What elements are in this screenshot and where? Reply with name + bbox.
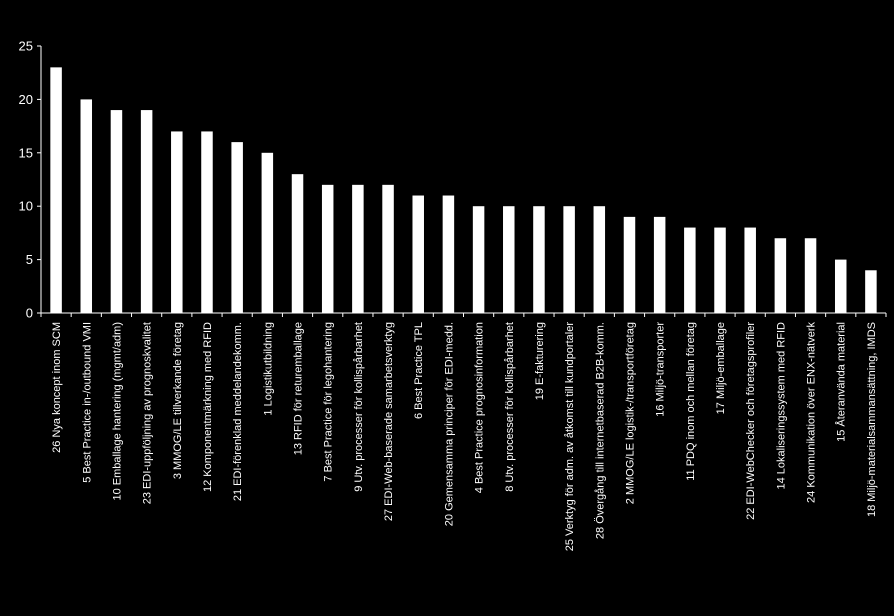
axes	[40, 46, 887, 317]
x-category-label: 19 E-fakturering	[534, 322, 546, 400]
bar	[201, 131, 213, 313]
x-category-label: 6 Best Practice TPL	[413, 322, 425, 419]
bar	[804, 238, 817, 313]
bar	[291, 174, 304, 313]
bar	[472, 206, 485, 313]
x-category-label: 23 EDI-uppföljning av prognoskvalitet	[142, 322, 154, 504]
x-category-label: 22 EDI-WebChecker och företagsprofiler	[745, 322, 757, 520]
bar	[834, 259, 847, 313]
x-category-label: 4 Best Practice prognosinformation	[474, 322, 486, 493]
bar	[321, 184, 334, 313]
x-category-label: 25 Verktyg för adm. av åtkomst till kund…	[564, 322, 576, 552]
x-category-label: 13 RFID för returemballage	[293, 322, 305, 455]
x-category-label: 18 Miljö-materialsammansättning, IMDS	[866, 322, 878, 517]
bar	[442, 195, 455, 313]
bar	[231, 142, 243, 313]
bar	[412, 195, 424, 313]
y-tick-label: 5	[26, 252, 33, 267]
bar	[774, 238, 787, 313]
bar	[684, 227, 696, 313]
bar	[50, 67, 62, 313]
y-tick-label: 25	[19, 39, 33, 54]
x-category-label: 8 Utv. processer för kollispårbarhet	[504, 322, 516, 492]
x-category-label: 27 EDI-Web-baserade samarbetsverktyg	[383, 322, 395, 521]
y-tick-label: 0	[26, 306, 33, 321]
x-category-label: 16 Miljö-transporter	[655, 322, 667, 417]
x-category-label: 1 Logistikutbildning	[262, 322, 274, 416]
x-category-label: 7 Best Practice för legohantering	[323, 322, 335, 482]
x-category-label: 20 Gemensamma principer för EDI-medd.	[443, 322, 455, 526]
bar	[352, 184, 364, 313]
x-category-label: 3 MMOG/LE tillverkande företag	[172, 322, 184, 479]
y-tick-label: 15	[19, 145, 33, 160]
bar	[714, 227, 726, 313]
x-category-label: 24 Kommunikation över ENX-nätverk	[806, 322, 818, 503]
x-category-label: 2 MMOG/LE logistik-/transportföretag	[624, 322, 636, 504]
x-axis-labels: 26 Nya koncept inom SCM 5 Best Practice i…	[51, 322, 878, 552]
bar	[563, 206, 575, 313]
x-category-label: 15 Återanvända material	[835, 322, 848, 442]
x-category-label: 26 Nya koncept inom SCM	[51, 322, 63, 453]
y-axis: 0 5 10 15 20 25	[19, 39, 41, 321]
y-tick-label: 20	[19, 92, 33, 107]
x-category-label: 11 PDQ inom och mellan företag	[685, 322, 697, 481]
bar	[533, 206, 545, 313]
bar	[140, 110, 153, 313]
bar	[744, 227, 756, 313]
x-category-label: 10 Emballage hantering (mgmt/adm)	[111, 322, 123, 501]
bar	[503, 206, 515, 313]
bar	[653, 216, 666, 313]
bars	[50, 67, 877, 314]
bar	[593, 206, 606, 313]
bar	[382, 184, 394, 313]
bar	[110, 110, 123, 313]
x-category-label: 28 Övergång till internetbaserad B2B-kom…	[594, 322, 606, 539]
bar	[80, 99, 93, 314]
bar	[865, 270, 877, 313]
x-category-label: 9 Utv. processer för kollispårbarhet	[353, 322, 365, 492]
bar	[261, 152, 274, 313]
x-category-label: 14 Lokaliseringssystem med RFID	[775, 322, 787, 490]
x-category-label: 21 EDI-förenklad meddelandekomm.	[232, 322, 244, 501]
bar	[623, 216, 636, 313]
y-tick-label: 10	[19, 199, 33, 214]
x-category-label: 17 Miljö-emballage	[715, 322, 727, 414]
x-category-label: 5 Best Practice in-/outbound VMI	[81, 322, 93, 483]
x-category-label: 12 Komponentmärkning med RFID	[202, 322, 214, 492]
bar	[171, 131, 183, 313]
